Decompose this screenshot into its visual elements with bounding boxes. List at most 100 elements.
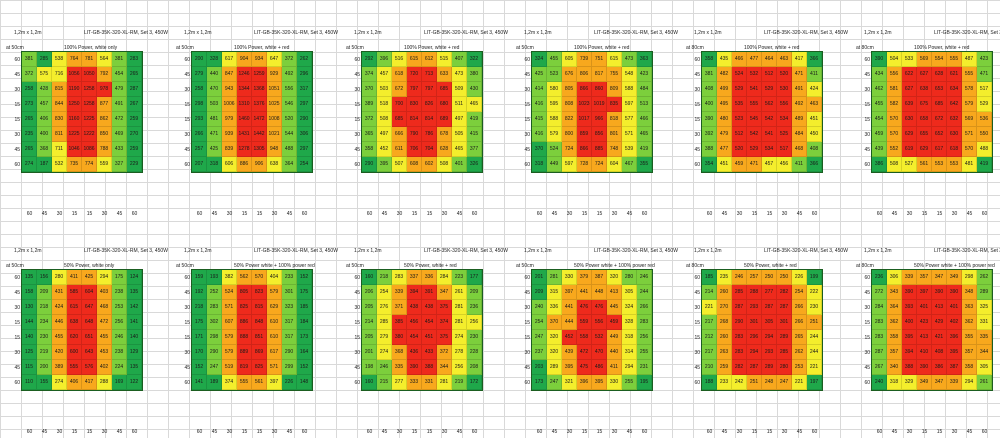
ppfd-cell[interactable]: 556: [887, 67, 902, 82]
ppfd-cell[interactable]: 267: [872, 360, 887, 375]
ppfd-cell[interactable]: 221: [702, 300, 717, 315]
ppfd-cell[interactable]: 438: [407, 300, 422, 315]
ppfd-cell[interactable]: 301: [777, 315, 792, 330]
ppfd-cell[interactable]: 358: [362, 142, 377, 157]
ppfd-cell[interactable]: 535: [732, 97, 747, 112]
ppfd-cell[interactable]: 152: [297, 270, 312, 285]
ppfd-cell[interactable]: 866: [577, 142, 592, 157]
ppfd-cell[interactable]: 554: [932, 52, 947, 67]
ppfd-cell[interactable]: 607: [222, 315, 237, 330]
ppfd-cell[interactable]: 605: [562, 52, 577, 67]
ppfd-cell[interactable]: 642: [947, 97, 962, 112]
ppfd-cell[interactable]: 323: [282, 300, 297, 315]
ppfd-cell[interactable]: 322: [467, 52, 482, 67]
ppfd-cell[interactable]: 456: [777, 157, 792, 172]
ppfd-cell[interactable]: 339: [902, 270, 917, 285]
ppfd-cell[interactable]: 397: [917, 285, 932, 300]
ppfd-cell[interactable]: 1190: [67, 82, 82, 97]
ppfd-cell[interactable]: 555: [67, 360, 82, 375]
ppfd-cell[interactable]: 287: [732, 300, 747, 315]
ppfd-cell[interactable]: 451: [717, 157, 732, 172]
ppfd-cell[interactable]: 453: [97, 345, 112, 360]
ppfd-cell[interactable]: 541: [747, 82, 762, 97]
ppfd-cell[interactable]: 685: [437, 82, 452, 97]
ppfd-cell[interactable]: 1472: [252, 112, 267, 127]
ppfd-cell[interactable]: 266: [192, 127, 207, 142]
ppfd-cell[interactable]: 287: [747, 360, 762, 375]
ppfd-cell[interactable]: 370: [547, 315, 562, 330]
ppfd-cell[interactable]: 246: [377, 360, 392, 375]
ppfd-cell[interactable]: 158: [22, 285, 37, 300]
ppfd-cell[interactable]: 214: [702, 285, 717, 300]
ppfd-cell[interactable]: 129: [127, 345, 142, 360]
ppfd-cell[interactable]: 248: [762, 375, 777, 390]
ppfd-cell[interactable]: 487: [962, 52, 977, 67]
ppfd-cell[interactable]: 400: [37, 127, 52, 142]
ppfd-cell[interactable]: 402: [97, 360, 112, 375]
ppfd-cell[interactable]: 253: [112, 300, 127, 315]
ppfd-cell[interactable]: 280: [777, 360, 792, 375]
ppfd-cell[interactable]: 386: [932, 360, 947, 375]
ppfd-cell[interactable]: 546: [282, 97, 297, 112]
ppfd-cell[interactable]: 343: [887, 285, 902, 300]
ppfd-cell[interactable]: 424: [807, 82, 822, 97]
ppfd-cell[interactable]: 381: [702, 67, 717, 82]
ppfd-cell[interactable]: 294: [97, 270, 112, 285]
ppfd-cell[interactable]: 390: [902, 285, 917, 300]
ppfd-cell[interactable]: 1086: [82, 142, 97, 157]
ppfd-cell[interactable]: 287: [127, 82, 142, 97]
ppfd-cell[interactable]: 1056: [67, 67, 82, 82]
ppfd-cell[interactable]: 529: [977, 97, 992, 112]
ppfd-cell[interactable]: 257: [747, 270, 762, 285]
ppfd-cell[interactable]: 819: [237, 360, 252, 375]
ppfd-cell[interactable]: 381: [22, 52, 37, 67]
ppfd-cell[interactable]: 390: [702, 112, 717, 127]
ppfd-cell[interactable]: 492: [282, 67, 297, 82]
ppfd-cell[interactable]: 246: [637, 270, 652, 285]
ppfd-cell[interactable]: 844: [52, 97, 67, 112]
ppfd-cell[interactable]: 1222: [82, 127, 97, 142]
ppfd-cell[interactable]: 588: [547, 112, 562, 127]
ppfd-cell[interactable]: 406: [67, 375, 82, 390]
ppfd-cell[interactable]: 454: [872, 112, 887, 127]
ppfd-cell[interactable]: 805: [237, 285, 252, 300]
ppfd-cell[interactable]: 680: [437, 97, 452, 112]
ppfd-cell[interactable]: 685: [932, 97, 947, 112]
ppfd-cell[interactable]: 630: [902, 112, 917, 127]
ppfd-cell[interactable]: 331: [422, 375, 437, 390]
ppfd-cell[interactable]: 171: [192, 330, 207, 345]
ppfd-cell[interactable]: 866: [577, 82, 592, 97]
ppfd-cell[interactable]: 259: [127, 142, 142, 157]
ppfd-cell[interactable]: 806: [577, 67, 592, 82]
ppfd-cell[interactable]: 265: [22, 142, 37, 157]
ppfd-cell[interactable]: 516: [392, 52, 407, 67]
ppfd-cell[interactable]: 570: [887, 112, 902, 127]
ppfd-cell[interactable]: 256: [467, 315, 482, 330]
ppfd-cell[interactable]: 364: [887, 300, 902, 315]
ppfd-cell[interactable]: 444: [562, 315, 577, 330]
ppfd-cell[interactable]: 724: [592, 157, 607, 172]
ppfd-cell[interactable]: 648: [82, 315, 97, 330]
ppfd-cell[interactable]: 439: [872, 142, 887, 157]
ppfd-cell[interactable]: 579: [222, 345, 237, 360]
ppfd-cell[interactable]: 390: [917, 360, 932, 375]
ppfd-cell[interactable]: 214: [362, 315, 377, 330]
ppfd-cell[interactable]: 210: [702, 360, 717, 375]
ppfd-cell[interactable]: 374: [362, 67, 377, 82]
ppfd-cell[interactable]: 400: [702, 97, 717, 112]
ppfd-cell[interactable]: 604: [607, 157, 622, 172]
ppfd-cell[interactable]: 457: [377, 67, 392, 82]
ppfd-cell[interactable]: 289: [977, 285, 992, 300]
ppfd-cell[interactable]: 255: [637, 345, 652, 360]
ppfd-cell[interactable]: 469: [112, 127, 127, 142]
ppfd-cell[interactable]: 349: [947, 270, 962, 285]
ppfd-cell[interactable]: 595: [547, 97, 562, 112]
ppfd-cell[interactable]: 388: [902, 360, 917, 375]
ppfd-cell[interactable]: 347: [437, 285, 452, 300]
ppfd-cell[interactable]: 217: [702, 315, 717, 330]
ppfd-cell[interactable]: 1225: [82, 112, 97, 127]
ppfd-cell[interactable]: 764: [67, 52, 82, 67]
ppfd-cell[interactable]: 265: [127, 67, 142, 82]
ppfd-cell[interactable]: 320: [607, 270, 622, 285]
ppfd-cell[interactable]: 579: [547, 127, 562, 142]
